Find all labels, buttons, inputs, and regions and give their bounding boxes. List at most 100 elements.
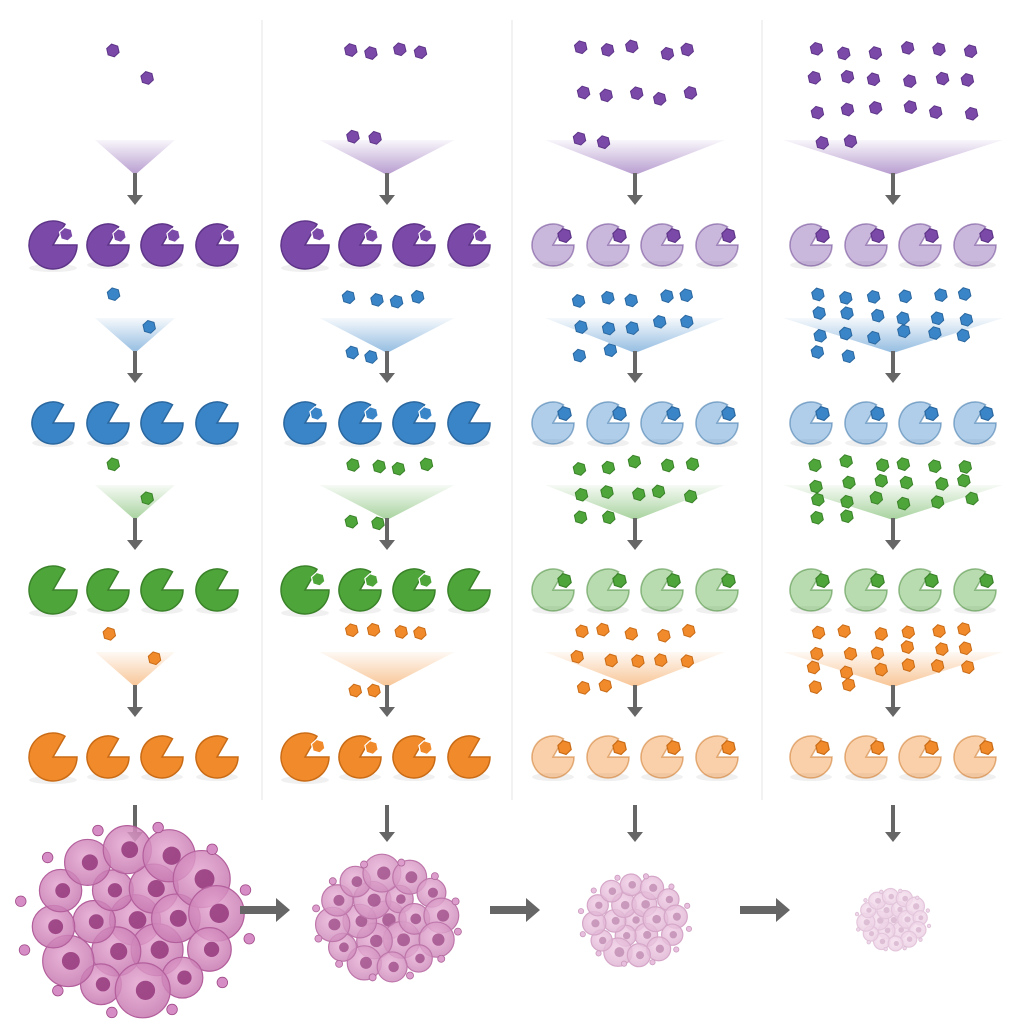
- cell-nucleus: [652, 914, 662, 924]
- receptor: [447, 568, 491, 612]
- ligand: [958, 460, 973, 474]
- ligand: [600, 43, 615, 57]
- receptor: [586, 735, 630, 779]
- ligand: [660, 458, 675, 473]
- debris: [918, 937, 923, 942]
- cell-nucleus: [388, 961, 399, 973]
- bound-ligand: [924, 573, 939, 589]
- cell-nucleus: [177, 970, 192, 985]
- ligand: [840, 306, 854, 321]
- bound-ligand: [979, 228, 994, 244]
- ligand: [903, 74, 917, 89]
- receptor: [392, 735, 436, 779]
- debris: [649, 959, 656, 966]
- ligand: [965, 491, 979, 506]
- debris: [577, 908, 585, 915]
- ligand: [370, 293, 384, 307]
- ligand: [682, 623, 696, 638]
- cell-nucleus: [641, 899, 650, 909]
- receptor: [195, 568, 239, 612]
- cell-nucleus: [427, 887, 438, 898]
- bound-ligand: [364, 228, 379, 244]
- receptor: [531, 401, 575, 445]
- cell-nucleus: [877, 917, 884, 924]
- arrow-head: [379, 707, 395, 717]
- ligand: [808, 458, 822, 473]
- bound-ligand: [721, 573, 736, 589]
- ligand: [576, 680, 591, 695]
- cell-nucleus: [655, 944, 665, 953]
- ligand: [603, 343, 618, 358]
- cell: [626, 943, 651, 968]
- receptor: [844, 735, 888, 779]
- bound-ligand: [557, 228, 572, 244]
- receptor: [28, 732, 78, 782]
- receptor: [844, 401, 888, 445]
- bound-ligand: [221, 228, 236, 244]
- ligand: [843, 134, 858, 149]
- ligand: [419, 457, 434, 472]
- arrow-head: [379, 832, 395, 842]
- bound-ligand: [418, 406, 433, 422]
- cell-nucleus: [902, 895, 908, 902]
- debris: [406, 971, 414, 980]
- funnel: [783, 318, 1003, 353]
- cell-nucleus: [377, 866, 391, 880]
- debris: [684, 902, 691, 909]
- bound-ligand: [666, 740, 681, 756]
- ligand: [367, 683, 381, 698]
- ligand: [961, 660, 975, 675]
- ligand: [874, 473, 889, 488]
- funnel: [319, 485, 455, 520]
- ligand: [368, 130, 382, 145]
- cell-nucleus: [107, 883, 123, 898]
- debris: [152, 821, 164, 834]
- cell-nucleus: [918, 915, 924, 921]
- bound-ligand: [666, 228, 681, 244]
- cell-nucleus: [194, 869, 215, 890]
- receptor: [86, 568, 130, 612]
- debris: [915, 895, 920, 900]
- arrow-head: [627, 195, 643, 205]
- cell: [639, 875, 665, 901]
- ligand: [957, 473, 971, 488]
- ligand: [413, 626, 427, 640]
- funnel: [95, 485, 175, 520]
- cell-nucleus: [620, 900, 630, 910]
- receptor: [338, 223, 382, 267]
- debris: [642, 873, 649, 880]
- ligand: [874, 627, 889, 641]
- ligand: [601, 290, 615, 305]
- funnel: [783, 652, 1003, 687]
- cell-nucleus: [669, 930, 677, 939]
- ligand: [573, 40, 588, 55]
- receptor: [531, 568, 575, 612]
- funnel: [319, 140, 455, 175]
- cell-nucleus: [333, 894, 345, 906]
- cell-nucleus: [410, 913, 422, 925]
- receptor: [140, 735, 184, 779]
- debris: [595, 950, 602, 957]
- cell-nucleus: [915, 926, 922, 933]
- ligand: [680, 314, 694, 329]
- ligand: [601, 460, 616, 475]
- receptor: [280, 732, 330, 782]
- ligand: [956, 328, 971, 343]
- funnel: [319, 652, 455, 687]
- ligand: [957, 287, 972, 301]
- receptor: [953, 568, 997, 612]
- bound-ligand: [58, 226, 74, 242]
- cell-nucleus: [209, 903, 229, 924]
- ligand: [602, 510, 616, 525]
- debris: [902, 946, 907, 951]
- funnel: [783, 140, 1003, 175]
- ligand: [928, 459, 942, 474]
- ligand: [900, 41, 915, 55]
- receptor: [392, 568, 436, 612]
- debris: [590, 887, 597, 894]
- funnel: [319, 318, 455, 353]
- cell-nucleus: [128, 911, 147, 929]
- ligand: [660, 289, 674, 304]
- ligand: [629, 86, 644, 101]
- debris: [883, 946, 888, 952]
